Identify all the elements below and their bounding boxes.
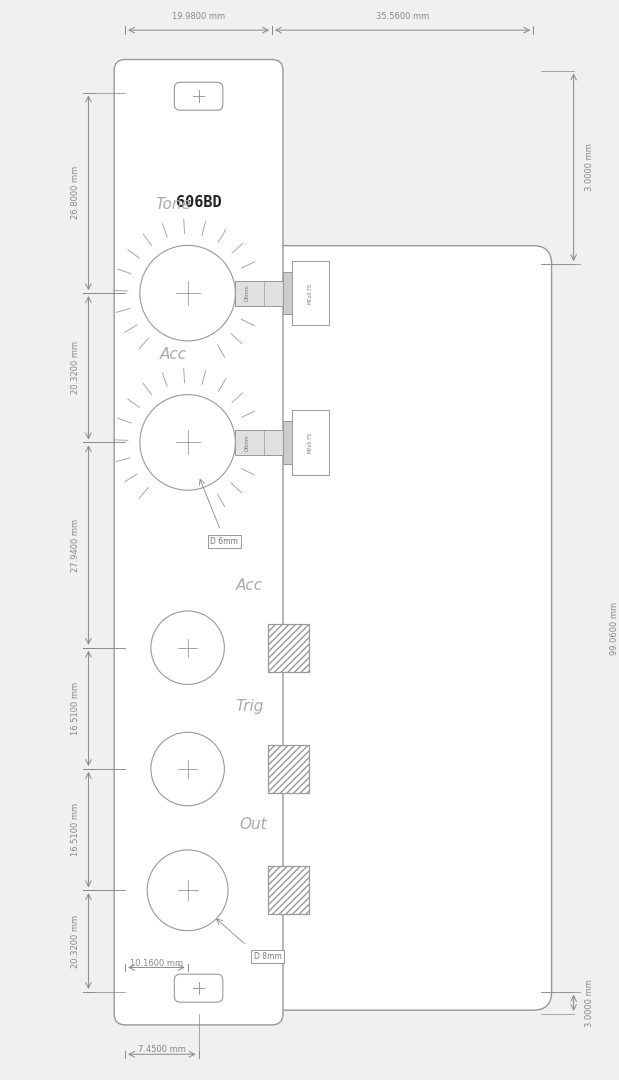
Text: 10.1600 mm: 10.1600 mm [130, 959, 183, 968]
Bar [268, 866, 309, 914]
FancyBboxPatch shape [175, 974, 223, 1002]
Bar [268, 745, 309, 793]
Text: D6mm: D6mm [245, 434, 250, 450]
Text: Out: Out [239, 816, 267, 832]
Bar [292, 410, 329, 475]
Bar [268, 866, 309, 914]
Bar [268, 624, 309, 672]
Text: 35.5600 mm: 35.5600 mm [376, 12, 429, 22]
Text: D6mm: D6mm [245, 285, 250, 301]
Text: D 6mm: D 6mm [210, 537, 238, 546]
FancyBboxPatch shape [114, 59, 283, 1025]
FancyBboxPatch shape [254, 245, 552, 1010]
Text: Tone: Tone [155, 198, 191, 213]
Circle shape [140, 394, 235, 490]
Text: 16.5100 mm: 16.5100 mm [71, 681, 80, 734]
Text: 19.9800 mm: 19.9800 mm [172, 12, 225, 22]
Text: 20.3200 mm: 20.3200 mm [71, 915, 80, 968]
Bar [235, 430, 283, 455]
Text: Acc: Acc [235, 578, 262, 593]
Text: M7x0.75: M7x0.75 [308, 432, 313, 453]
Text: 16.5100 mm: 16.5100 mm [71, 804, 80, 856]
Text: 27.9400 mm: 27.9400 mm [71, 518, 80, 571]
Text: Trig: Trig [235, 699, 264, 714]
Circle shape [151, 611, 224, 685]
Circle shape [147, 850, 228, 931]
Text: 3.0000 mm: 3.0000 mm [585, 978, 594, 1027]
Circle shape [140, 245, 235, 341]
Text: 606BD: 606BD [176, 195, 222, 211]
Bar [283, 421, 292, 463]
Bar [268, 745, 309, 793]
Text: 7.4500 mm: 7.4500 mm [138, 1045, 186, 1054]
Bar [292, 261, 329, 325]
Bar [268, 866, 309, 914]
Text: M7x0.75: M7x0.75 [308, 283, 313, 303]
Bar [283, 272, 292, 314]
Text: 3.0000 mm: 3.0000 mm [585, 144, 594, 191]
Bar [268, 745, 309, 793]
FancyBboxPatch shape [175, 82, 223, 110]
Text: 20.3200 mm: 20.3200 mm [71, 341, 80, 394]
Bar [268, 624, 309, 672]
Text: 26.8000 mm: 26.8000 mm [71, 166, 80, 219]
Text: D 8mm: D 8mm [254, 951, 282, 961]
Circle shape [151, 732, 224, 806]
Text: Acc: Acc [160, 347, 187, 362]
Text: 99.0600 mm: 99.0600 mm [610, 602, 619, 654]
Bar [268, 624, 309, 672]
Bar [235, 281, 283, 306]
